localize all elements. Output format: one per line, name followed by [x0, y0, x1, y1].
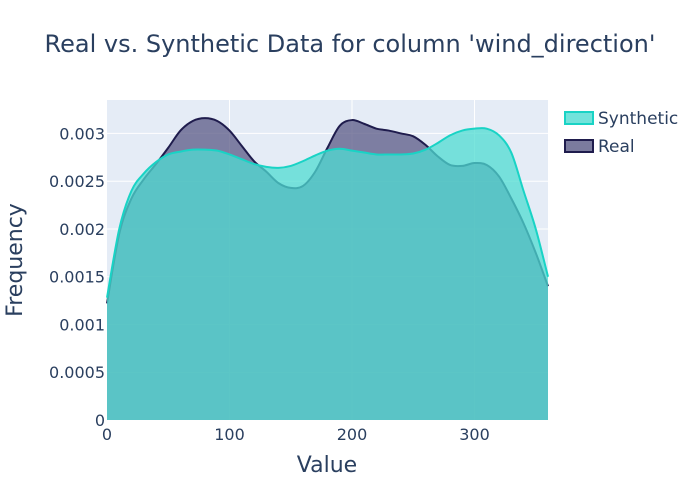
chart-title: Real vs. Synthetic Data for column 'wind… [45, 30, 656, 58]
y-tick-label: 0.0025 [49, 172, 105, 191]
legend-item-real[interactable]: Real [564, 137, 635, 157]
y-tick-label: 0.0005 [49, 363, 105, 382]
legend-swatch [564, 111, 594, 125]
y-axis-title: Frequency [3, 203, 28, 317]
y-tick-label: 0.0015 [49, 268, 105, 287]
legend-label: Synthetic [598, 109, 678, 129]
density-areas [106, 117, 549, 420]
synthetic-area [107, 128, 548, 420]
x-tick-label: 100 [214, 425, 245, 444]
legend-swatch [564, 139, 594, 153]
y-tick-label: 0.001 [59, 315, 105, 334]
y-axis-ticks: 0 0.0005 0.001 0.0015 0.002 0.0025 0.003 [49, 124, 105, 430]
x-axis-title: Value [297, 453, 357, 478]
x-tick-label: 200 [337, 425, 368, 444]
legend[interactable]: Synthetic Real [564, 109, 678, 157]
x-tick-label: 0 [102, 425, 112, 444]
synthetic-line [106, 127, 549, 298]
y-tick-label: 0 [95, 411, 105, 430]
legend-label: Real [598, 137, 635, 157]
x-axis-ticks: 0 100 200 300 [102, 425, 490, 444]
y-tick-label: 0.002 [59, 220, 105, 239]
legend-item-synthetic[interactable]: Synthetic [564, 109, 678, 129]
y-tick-label: 0.003 [59, 124, 105, 143]
x-tick-label: 300 [459, 425, 490, 444]
